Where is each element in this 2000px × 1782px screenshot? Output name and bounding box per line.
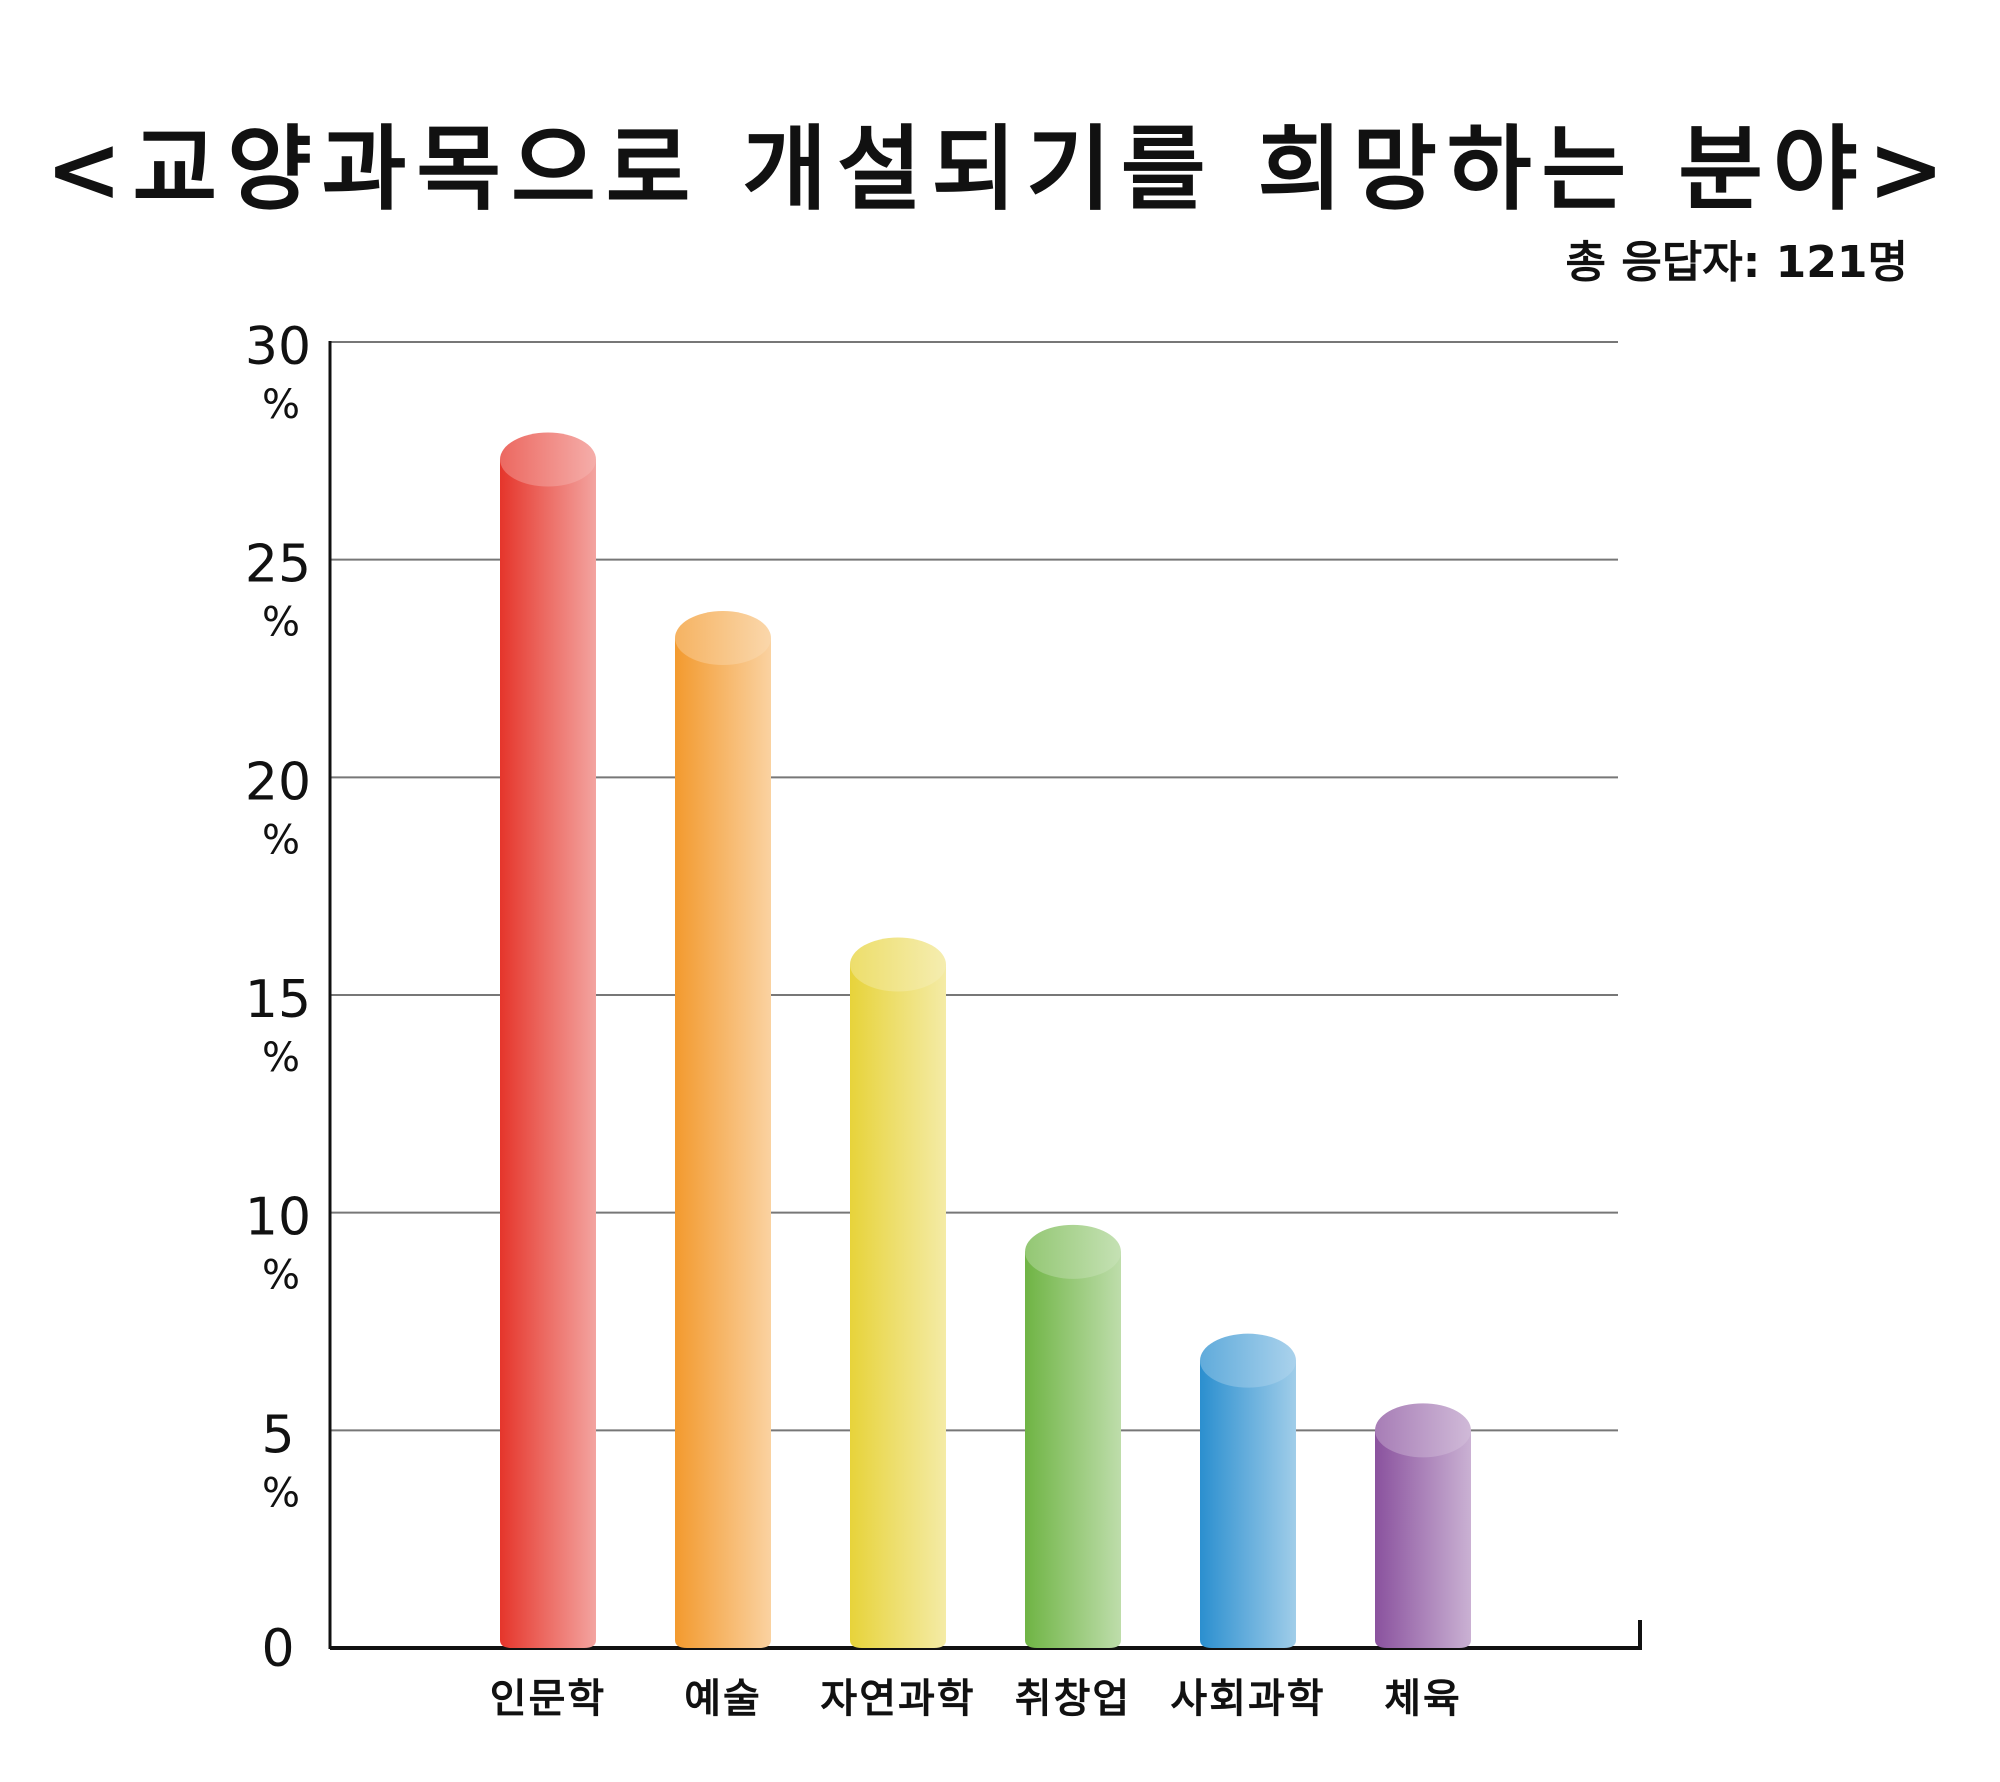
bar-body (1200, 1360, 1296, 1648)
bar-body (850, 964, 946, 1648)
bar-cap (1200, 1333, 1296, 1388)
y-axis: 0 5% 10% 15% 20% 25% 30% (245, 317, 1642, 1679)
y-tick-label: 30 (245, 317, 311, 377)
bar-cap (850, 937, 946, 992)
y-tick-label: 15 (245, 970, 311, 1030)
y-tick-label: 25 (245, 535, 311, 595)
bar-3 (850, 937, 946, 1648)
bar-5 (1200, 1333, 1296, 1648)
chart-subtitle: 총 응답자: 121명 (1565, 237, 1908, 288)
bar-cap (1375, 1403, 1471, 1458)
bar-4 (1025, 1224, 1121, 1648)
chart-title: <교양과목으로 개설되기를 희망하는 분야> (45, 115, 1955, 223)
y-tick-unit: % (262, 382, 300, 428)
bar-1 (500, 432, 596, 1648)
bar-cap (675, 611, 771, 666)
x-tick-label: 사회과학 (1170, 1675, 1325, 1722)
x-tick-label: 체육 (1384, 1675, 1462, 1722)
x-tick-label: 자연과학 (820, 1675, 975, 1722)
y-tick-label: 0 (261, 1619, 294, 1679)
y-tick-unit: % (262, 600, 300, 646)
bar-body (1375, 1430, 1471, 1648)
bar-body (500, 459, 596, 1648)
x-tick-label: 인문학 (490, 1675, 606, 1722)
bar-cap (500, 432, 596, 487)
y-tick-unit: % (262, 1035, 300, 1081)
x-axis-labels: 인문학 예술 자연과학 취창업 사회과학 체육 (490, 1675, 1462, 1722)
bar-2 (675, 611, 771, 1648)
y-tick-label: 5 (261, 1405, 294, 1465)
bar-body (675, 638, 771, 1648)
bar-6 (1375, 1403, 1471, 1648)
y-tick-unit: % (262, 1470, 300, 1516)
bar-cap (1025, 1224, 1121, 1279)
y-tick-label: 20 (245, 752, 311, 812)
x-tick-label: 예술 (684, 1675, 762, 1722)
y-tick-unit: % (262, 817, 300, 863)
x-tick-label: 취창업 (1015, 1675, 1131, 1722)
bars (500, 432, 1471, 1648)
y-tick-unit: % (262, 1253, 300, 1299)
y-tick-label: 10 (245, 1188, 311, 1248)
bar-body (1025, 1251, 1121, 1648)
